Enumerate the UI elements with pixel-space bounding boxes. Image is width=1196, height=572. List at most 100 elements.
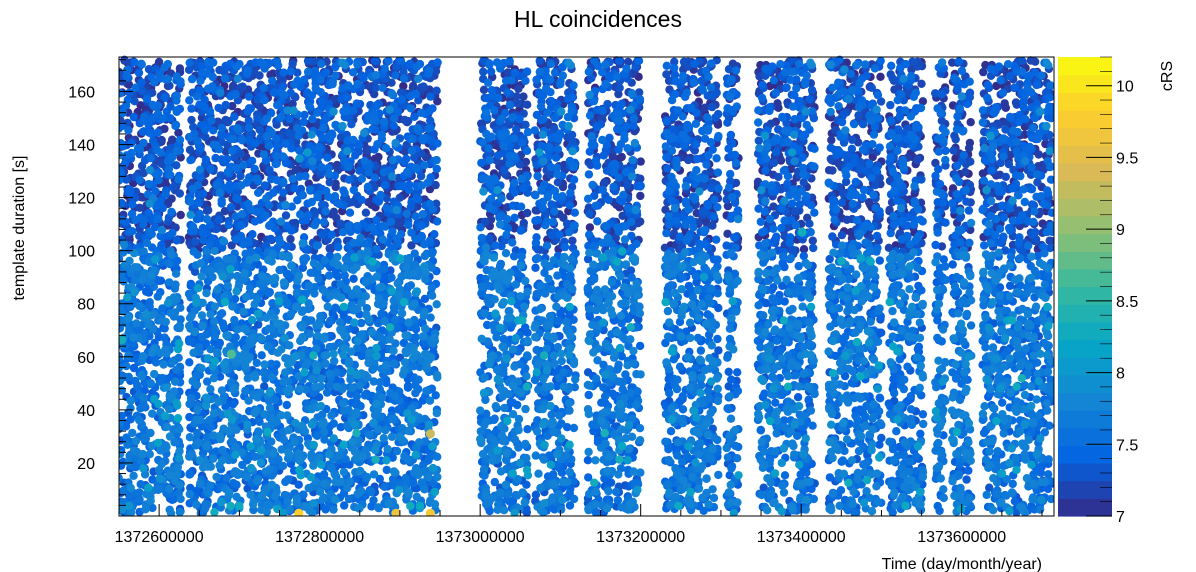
data-point (726, 130, 736, 140)
data-point (266, 234, 276, 244)
data-point (978, 169, 988, 178)
data-point (128, 200, 137, 209)
data-point (798, 153, 807, 162)
data-point (805, 219, 814, 228)
data-point (617, 152, 626, 162)
data-point (799, 245, 809, 254)
data-point (516, 226, 525, 235)
data-point (966, 157, 975, 166)
data-point (761, 166, 770, 175)
data-point (793, 393, 803, 402)
data-point (288, 59, 297, 69)
data-point (230, 112, 239, 122)
data-point (1019, 103, 1028, 112)
data-point (604, 195, 613, 205)
data-point (279, 188, 288, 197)
data-point (692, 154, 702, 164)
data-point (917, 79, 926, 89)
data-point (723, 229, 732, 238)
data-point (949, 146, 958, 155)
data-point (702, 217, 711, 226)
data-point (700, 103, 710, 112)
data-point (826, 143, 835, 152)
data-point (964, 466, 973, 475)
data-point (839, 109, 848, 119)
data-point (134, 68, 144, 78)
data-point (884, 243, 894, 252)
data-point (614, 56, 624, 65)
data-point (723, 118, 732, 127)
data-point (323, 153, 332, 162)
data-point (913, 155, 922, 165)
data-point (810, 144, 819, 153)
data-point (867, 83, 876, 93)
data-point (585, 209, 594, 218)
data-point (961, 167, 970, 177)
data-point (514, 84, 523, 94)
data-point (614, 89, 623, 99)
data-point (707, 183, 716, 193)
data-point (724, 65, 734, 74)
data-point (964, 143, 974, 153)
data-point (176, 210, 185, 220)
data-point (222, 154, 232, 164)
data-point (318, 230, 327, 240)
data-point (286, 234, 295, 244)
data-point (876, 72, 885, 82)
data-point (603, 99, 612, 109)
data-point (120, 159, 130, 168)
data-point (724, 144, 733, 153)
data-point (201, 132, 210, 142)
data-point (799, 251, 808, 261)
data-point (395, 218, 404, 228)
data-point (847, 135, 857, 144)
data-point (160, 93, 169, 103)
data-point (962, 197, 971, 206)
data-point (404, 185, 414, 195)
data-point (1027, 184, 1037, 194)
data-point (886, 100, 895, 110)
data-point (931, 171, 940, 181)
data-point (758, 80, 767, 90)
data-point (690, 59, 699, 68)
data-point (523, 100, 532, 109)
data-point (402, 154, 411, 164)
data-point (361, 208, 371, 217)
data-point (599, 151, 608, 160)
data-point (663, 164, 672, 173)
data-point (519, 92, 528, 101)
data-point (605, 133, 614, 142)
data-point (389, 121, 398, 131)
data-point (1028, 230, 1037, 240)
data-point (185, 145, 195, 155)
data-point (979, 136, 988, 145)
data-point (370, 56, 380, 65)
data-point (204, 206, 213, 215)
data-point (891, 241, 900, 250)
data-point (733, 368, 742, 377)
data-point (979, 67, 988, 77)
data-point (629, 121, 638, 131)
data-point (187, 104, 196, 113)
data-point (124, 187, 133, 197)
data-point (214, 215, 224, 225)
data-point (963, 99, 972, 109)
data-point (864, 198, 874, 207)
data-point (226, 203, 236, 212)
data-point (531, 206, 540, 215)
data-point (523, 208, 532, 218)
data-point (593, 122, 602, 132)
data-point (999, 232, 1008, 241)
chart-title: HL coincidences (514, 6, 682, 32)
data-point (918, 97, 928, 106)
data-point (244, 92, 254, 101)
data-point (168, 135, 177, 144)
data-point (872, 231, 882, 241)
data-point (127, 138, 136, 148)
data-point (1033, 80, 1042, 90)
data-point (769, 158, 779, 168)
data-point (1001, 125, 1010, 134)
data-point (707, 102, 717, 112)
data-point (408, 83, 418, 92)
data-point (782, 83, 791, 92)
